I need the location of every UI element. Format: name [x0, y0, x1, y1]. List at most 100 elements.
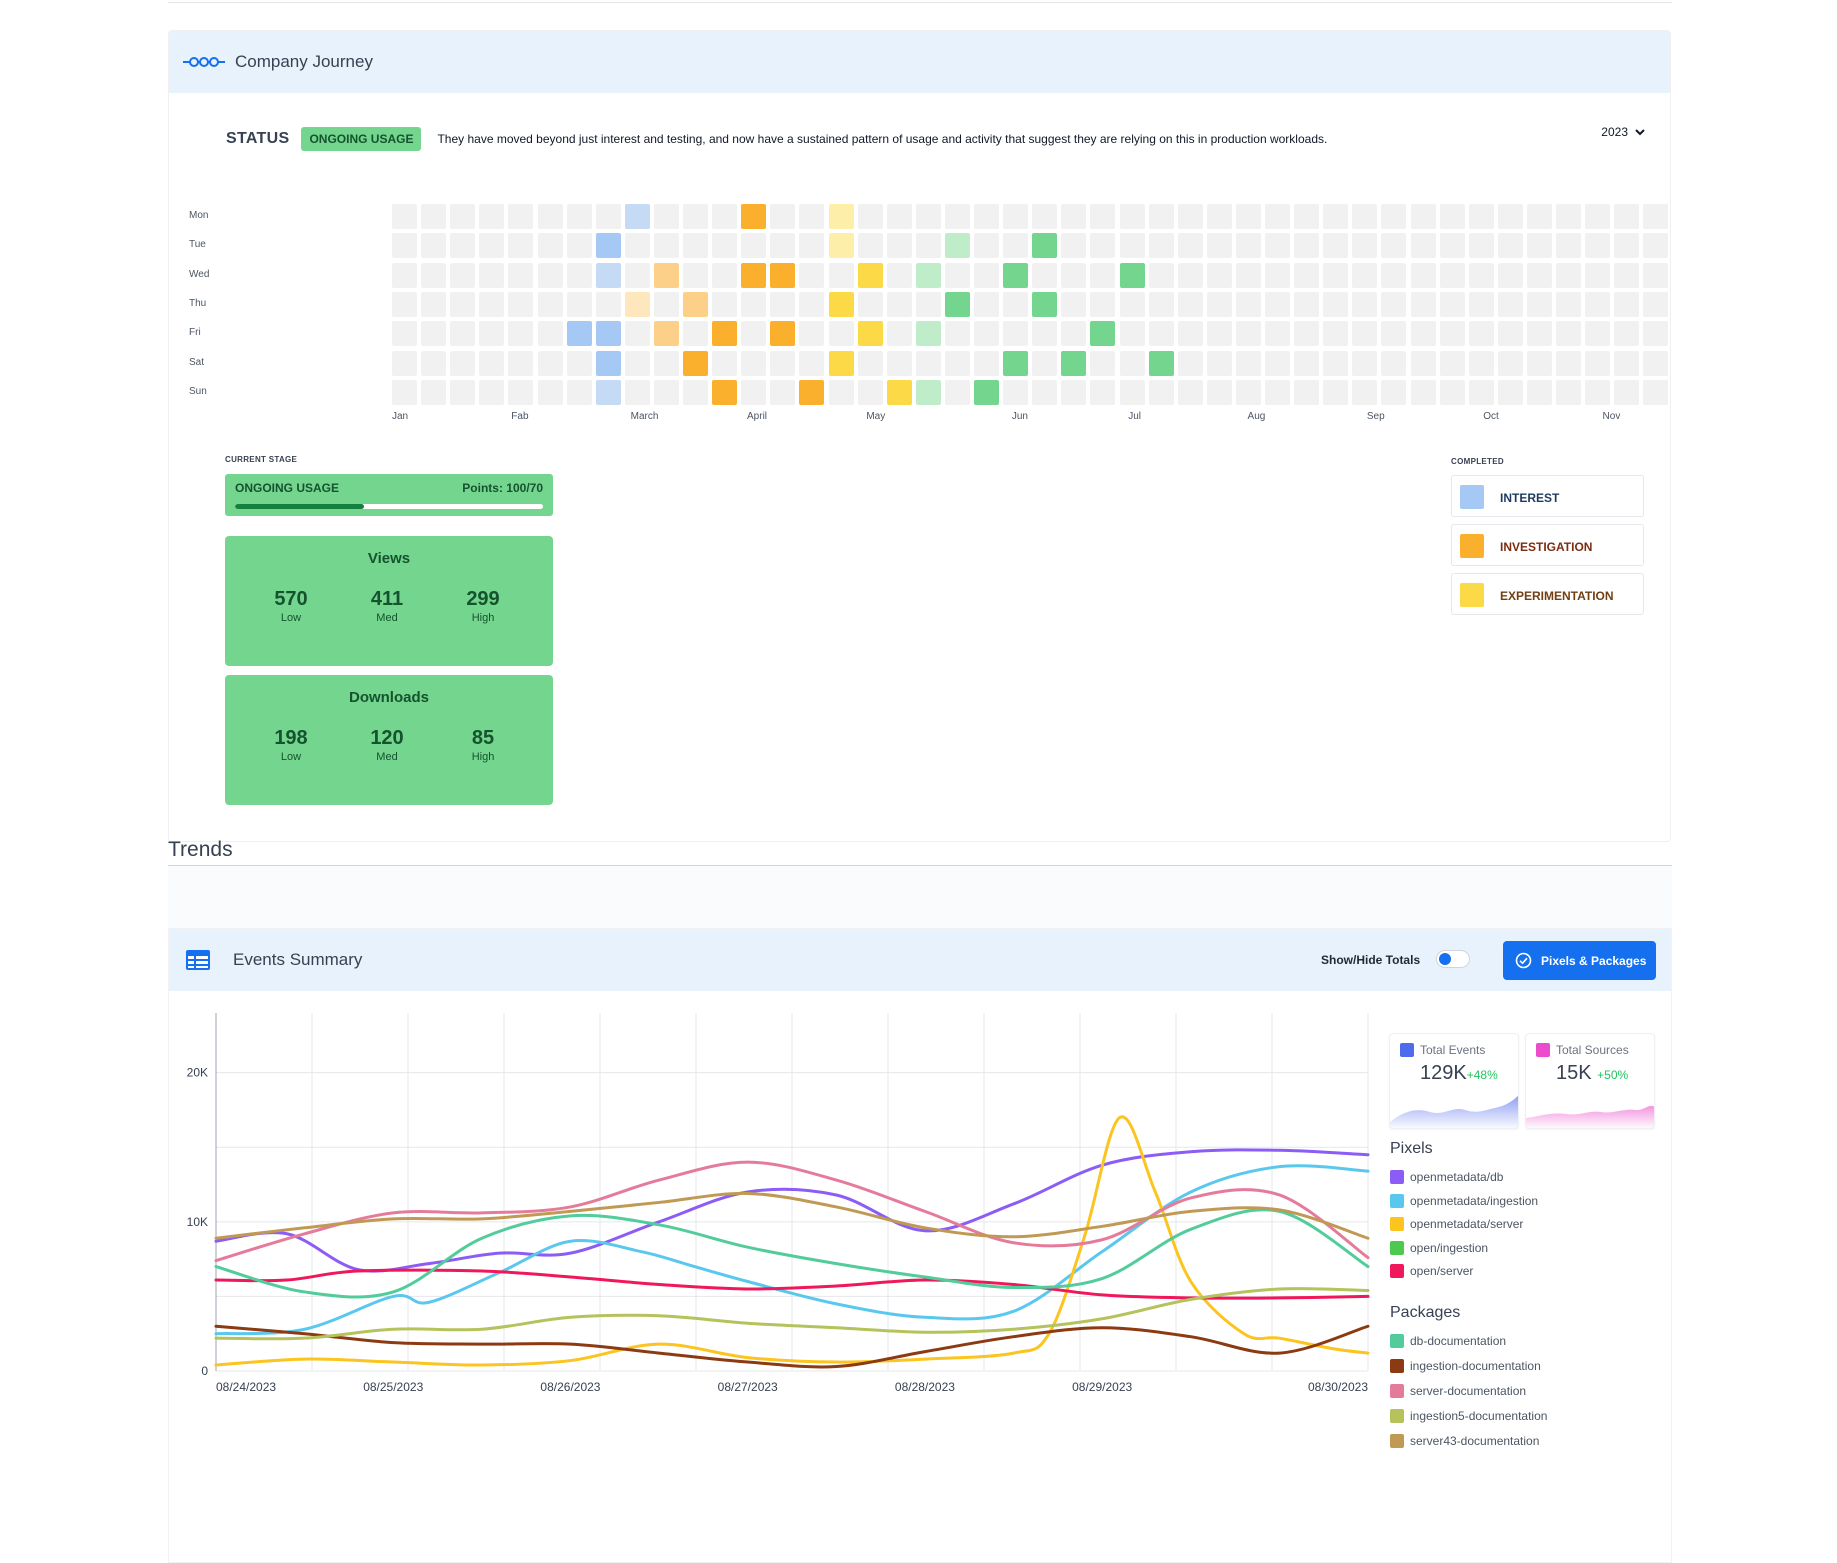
heatmap-cell	[421, 350, 447, 376]
heatmap-cell	[1235, 204, 1261, 229]
heatmap-cell	[1235, 321, 1261, 347]
heatmap-cell	[1119, 204, 1145, 229]
heatmap-cell	[1294, 233, 1320, 259]
x-tick-label: 08/26/2023	[540, 1380, 600, 1394]
heatmap-cell	[799, 321, 825, 347]
heatmap-cell	[1497, 350, 1523, 376]
heatmap-cell	[770, 204, 796, 229]
completed-item-interest: INTEREST	[1451, 475, 1644, 517]
heatmap-cell	[653, 291, 679, 317]
heatmap-cell	[1381, 291, 1407, 317]
heatmap-cell	[1381, 262, 1407, 288]
legend-item[interactable]: openmetadata/server	[1390, 1217, 1523, 1231]
downloads-med-label: Med	[376, 751, 398, 763]
heatmap-cell	[421, 321, 447, 347]
heatmap-cell	[1614, 379, 1640, 405]
downloads-high-value: 85	[471, 727, 495, 749]
heatmap-cell	[886, 350, 912, 376]
legend-item[interactable]: ingestion-documentation	[1390, 1359, 1541, 1373]
legend-item[interactable]: server-documentation	[1390, 1384, 1526, 1398]
day-label-sat: Sat	[189, 356, 205, 368]
heatmap-cell	[450, 233, 476, 259]
legend-item[interactable]: open/ingestion	[1390, 1240, 1488, 1255]
heatmap-cell	[479, 262, 505, 288]
heatmap-cell	[566, 321, 592, 347]
y-tick-label: 0	[201, 1364, 208, 1378]
pixels-packages-button[interactable]: Pixels & Packages	[1503, 941, 1656, 980]
heatmap-cell	[886, 233, 912, 259]
heatmap-cell	[886, 204, 912, 229]
series-line-open-server	[214, 1268, 1370, 1300]
heatmap-cell	[828, 321, 854, 347]
heatmap-cell	[392, 350, 417, 376]
heatmap-cell	[1556, 204, 1581, 229]
heatmap-cell	[1032, 262, 1058, 288]
status-badge: ONGOING USAGE	[301, 127, 422, 151]
heatmap-cell	[1439, 350, 1465, 376]
heatmap-cell	[1061, 204, 1087, 229]
heatmap-cell	[1003, 321, 1029, 347]
heatmap-cell	[944, 204, 970, 229]
heatmap-cell	[1643, 321, 1669, 347]
heatmap-cell	[1323, 204, 1349, 229]
heatmap-cell	[712, 204, 738, 229]
heatmap-cell	[1526, 233, 1552, 259]
day-label-tue: Tue	[189, 239, 206, 251]
heatmap-cell	[1148, 321, 1174, 347]
heatmap-cell	[712, 262, 738, 288]
status-row: STATUS ONGOING USAGE They have moved bey…	[226, 127, 1327, 151]
heatmap-cell	[508, 291, 534, 317]
heatmap-cell	[1526, 350, 1552, 376]
heatmap-cell	[1032, 321, 1058, 347]
completed-item-investigation: INVESTIGATION	[1451, 524, 1644, 566]
views-high: 299 High	[435, 588, 531, 624]
legend-item[interactable]: db-documentation	[1390, 1334, 1506, 1348]
views-med: 411 Med	[339, 588, 435, 624]
heatmap-cell	[1206, 204, 1232, 229]
total-events-change: +48%	[1466, 1068, 1498, 1082]
year-value: 2023	[1601, 125, 1628, 139]
heatmap-cell	[799, 350, 825, 376]
month-label: Aug	[1247, 411, 1266, 423]
heatmap-cell	[1352, 233, 1378, 259]
heatmap-cell	[595, 233, 621, 259]
heatmap-cell	[1439, 379, 1465, 405]
status-description: They have moved beyond just interest and…	[437, 132, 1328, 146]
show-hide-totals-toggle[interactable]	[1436, 950, 1470, 968]
total-events-card: Total Events 129K+48%	[1389, 1033, 1519, 1129]
heatmap-cell	[1614, 321, 1640, 347]
heatmap-cell	[1497, 262, 1523, 288]
heatmap-cell	[1235, 233, 1261, 259]
legend-item[interactable]: ingestion5-documentation	[1390, 1409, 1547, 1423]
heatmap-cell	[1614, 262, 1640, 288]
heatmap-cell	[421, 233, 447, 259]
heatmap-cell	[770, 321, 796, 347]
month-label: April	[747, 411, 768, 423]
current-stage-label: CURRENT STAGE	[225, 455, 298, 464]
heatmap-cell	[595, 350, 621, 376]
total-sources-change: +50%	[1597, 1068, 1629, 1082]
legend-item[interactable]: openmetadata/ingestion	[1390, 1193, 1538, 1208]
legend-swatch	[1390, 1193, 1404, 1208]
trends-title: Trends	[168, 838, 233, 861]
stage-progress-fill	[235, 504, 365, 509]
year-select[interactable]: 2023	[1601, 125, 1646, 139]
heatmap-cell	[974, 350, 999, 376]
heatmap-cell	[712, 233, 738, 259]
heatmap-cell	[1439, 321, 1465, 347]
legend-item[interactable]: openmetadata/db	[1390, 1170, 1503, 1184]
heatmap-cell	[1468, 262, 1494, 288]
legend-item[interactable]: open/server	[1390, 1264, 1473, 1278]
heatmap-cell	[1032, 350, 1058, 376]
heatmap-cell	[1381, 350, 1407, 376]
heatmap-cell	[1439, 233, 1465, 259]
heatmap-cell	[1294, 204, 1320, 229]
heatmap-cell	[595, 291, 621, 317]
heatmap-cell	[886, 321, 912, 347]
events-header: Events Summary Show/Hide Totals Pixels &…	[169, 929, 1671, 991]
heatmap-cell	[770, 350, 796, 376]
heatmap-cell	[1381, 379, 1407, 405]
legend-item[interactable]: server43-documentation	[1390, 1434, 1539, 1448]
heatmap-cell	[450, 350, 476, 376]
